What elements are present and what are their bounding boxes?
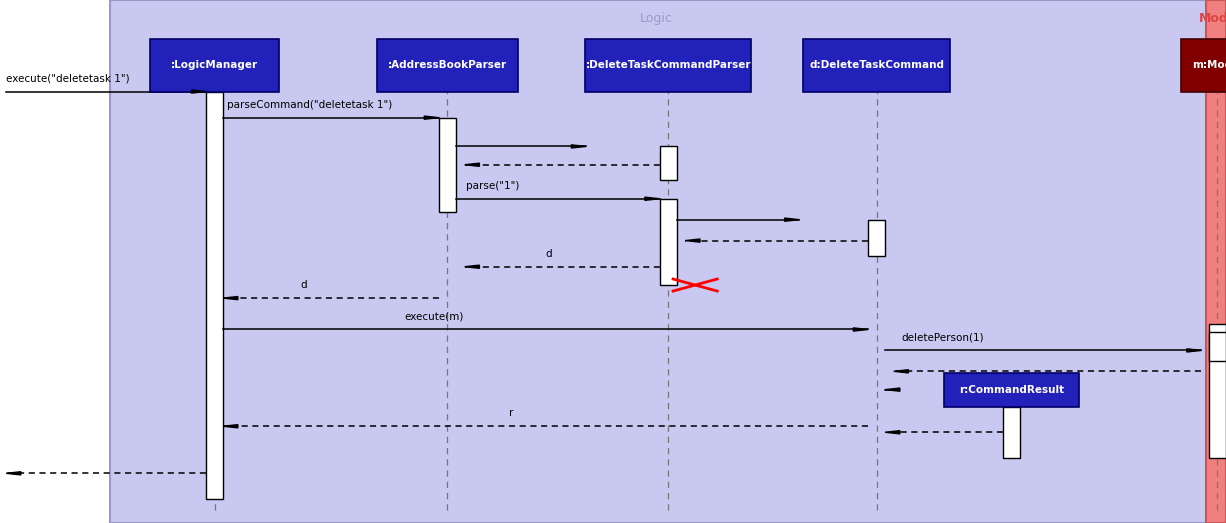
Bar: [378, 39, 519, 92]
Text: :AddressBookParser: :AddressBookParser: [387, 60, 508, 71]
Polygon shape: [853, 328, 868, 331]
Polygon shape: [1187, 349, 1201, 352]
Polygon shape: [424, 116, 439, 119]
Bar: [1209, 332, 1226, 361]
Bar: [439, 118, 456, 212]
Bar: [868, 220, 885, 256]
Text: execute(m): execute(m): [405, 312, 463, 322]
Text: parse("1"): parse("1"): [466, 181, 520, 191]
Text: execute("deletetask 1"): execute("deletetask 1"): [6, 74, 130, 84]
Polygon shape: [885, 388, 900, 391]
Text: d: d: [300, 280, 306, 290]
Text: Model: Model: [1199, 12, 1226, 25]
Bar: [1206, 0, 1226, 523]
Text: r: r: [509, 408, 514, 418]
Polygon shape: [465, 163, 479, 166]
Polygon shape: [645, 197, 660, 200]
Bar: [151, 39, 278, 92]
Text: m:Model: m:Model: [1192, 60, 1226, 71]
Polygon shape: [571, 145, 586, 148]
Bar: [1003, 407, 1020, 458]
Polygon shape: [6, 472, 21, 475]
Bar: [1181, 39, 1226, 92]
Bar: [803, 39, 950, 92]
Text: :DeleteTaskCommandParser: :DeleteTaskCommandParser: [586, 60, 750, 71]
Bar: [206, 92, 223, 499]
Bar: [944, 372, 1079, 407]
Bar: [660, 199, 677, 285]
Text: :LogicManager: :LogicManager: [170, 60, 259, 71]
Polygon shape: [223, 297, 238, 300]
Bar: [586, 39, 750, 92]
Text: Logic: Logic: [640, 12, 672, 25]
Polygon shape: [223, 425, 238, 428]
Text: d: d: [546, 249, 552, 259]
Polygon shape: [191, 90, 206, 93]
Text: r:CommandResult: r:CommandResult: [959, 384, 1064, 395]
Polygon shape: [894, 370, 908, 373]
Text: parseCommand("deletetask 1"): parseCommand("deletetask 1"): [227, 100, 392, 110]
Polygon shape: [885, 430, 900, 434]
Bar: [1209, 324, 1226, 458]
Polygon shape: [685, 239, 700, 242]
Bar: [660, 146, 677, 180]
Text: d:DeleteTaskCommand: d:DeleteTaskCommand: [809, 60, 944, 71]
Polygon shape: [465, 265, 479, 268]
Text: deletePerson(1): deletePerson(1): [901, 333, 983, 343]
Polygon shape: [785, 218, 799, 221]
